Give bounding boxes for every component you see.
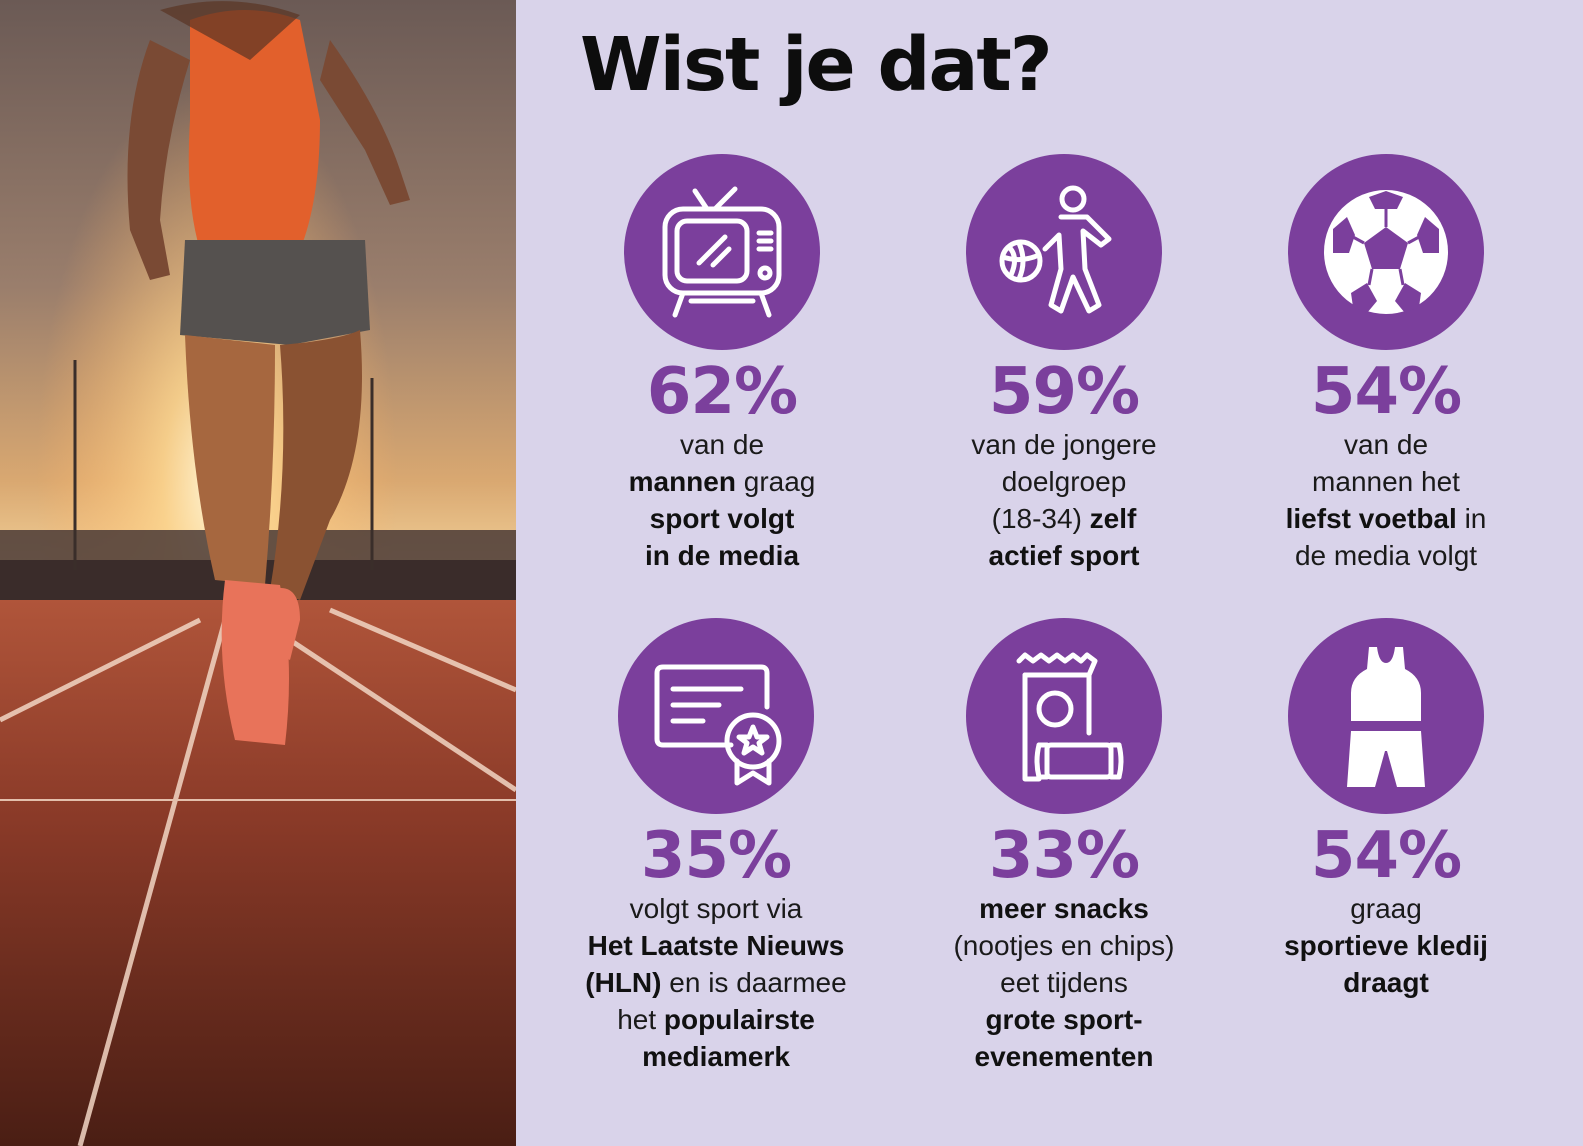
description-text: graag bbox=[735, 466, 816, 497]
stat-percentage: 54% bbox=[1310, 819, 1462, 893]
description-line: (nootjes en chips) bbox=[904, 927, 1224, 964]
description-line: de media volgt bbox=[1226, 537, 1546, 574]
runner-illustration bbox=[0, 0, 516, 1146]
description-line: het populairste bbox=[556, 1001, 876, 1038]
description-line: liefst voetbal in bbox=[1226, 500, 1546, 537]
description-line: sportieve kledij bbox=[1226, 927, 1546, 964]
highlight-text: liefst voetbal bbox=[1285, 503, 1457, 534]
description-text: van de bbox=[679, 429, 765, 460]
basketball-player-icon bbox=[999, 185, 1112, 314]
highlight-text: draagt bbox=[1343, 967, 1429, 998]
description-text: volgt sport via bbox=[629, 893, 803, 924]
stat-description: van de mannen graag sport volgt in de media bbox=[562, 426, 882, 574]
description-line: (HLN) en is daarmee bbox=[556, 964, 876, 1001]
description-line: grote sport- bbox=[904, 1001, 1224, 1038]
description-line: draagt bbox=[1226, 964, 1546, 1001]
description-text: eet tijdens bbox=[1000, 967, 1128, 998]
page-title: Wist je dat? bbox=[580, 22, 1053, 108]
icon-circle bbox=[624, 154, 820, 350]
stat-card-active-sport: 59% van de jongere doelgroep (18-34) zelf a… bbox=[904, 154, 1224, 574]
icon-circle bbox=[966, 154, 1162, 350]
highlight-text: sport volgt bbox=[649, 503, 795, 534]
stat-description: volgt sport via Het Laatste Nieuws (HLN) e… bbox=[556, 890, 876, 1075]
highlight-text: Het Laatste Nieuws bbox=[587, 930, 845, 961]
highlight-text: (HLN) bbox=[585, 967, 662, 998]
description-line: eet tijdens bbox=[904, 964, 1224, 1001]
icon-circle bbox=[966, 618, 1162, 814]
description-line: meer snacks bbox=[904, 890, 1224, 927]
stat-percentage: 54% bbox=[1310, 355, 1462, 429]
runner-photo bbox=[0, 0, 516, 1146]
description-line: (18-34) zelf bbox=[904, 500, 1224, 537]
description-text: van de bbox=[1343, 429, 1429, 460]
stat-description: graag sportieve kledij draagt bbox=[1226, 890, 1546, 1001]
stat-percentage: 35% bbox=[640, 819, 792, 893]
stat-description: meer snacks (nootjes en chips) eet tijdens… bbox=[904, 890, 1224, 1075]
highlight-text: sportieve kledij bbox=[1284, 930, 1488, 961]
description-line: doelgroep bbox=[904, 463, 1224, 500]
tv-icon bbox=[662, 186, 782, 318]
highlight-text: meer snacks bbox=[979, 893, 1149, 924]
stat-card-tv: 62% van de mannen graag sport volgt in de m… bbox=[562, 154, 882, 574]
sportswear-icon bbox=[1347, 647, 1425, 787]
stat-description: van de jongere doelgroep (18-34) zelf actie… bbox=[904, 426, 1224, 574]
description-text: (nootjes en chips) bbox=[953, 930, 1175, 961]
highlight-text: zelf bbox=[1089, 503, 1137, 534]
icon-circle bbox=[1288, 154, 1484, 350]
description-text: (18-34) bbox=[991, 503, 1090, 534]
snacks-icon bbox=[1016, 652, 1124, 782]
description-line: mediamerk bbox=[556, 1038, 876, 1075]
stat-percentage: 59% bbox=[988, 355, 1140, 429]
stat-description: van de mannen het liefst voetbal in de medi… bbox=[1226, 426, 1546, 574]
stat-card-football: 54% van de mannen het liefst voetbal in de … bbox=[1226, 154, 1546, 574]
description-line: mannen het bbox=[1226, 463, 1546, 500]
icon-circle bbox=[1288, 618, 1484, 814]
highlight-text: in de media bbox=[644, 540, 800, 571]
description-line: in de media bbox=[562, 537, 882, 574]
certificate-icon bbox=[654, 664, 782, 786]
highlight-text: grote sport- bbox=[985, 1004, 1143, 1035]
description-text: van de jongere bbox=[971, 429, 1157, 460]
description-text: graag bbox=[1350, 893, 1422, 924]
description-line: sport volgt bbox=[562, 500, 882, 537]
description-line: van de bbox=[1226, 426, 1546, 463]
description-line: volgt sport via bbox=[556, 890, 876, 927]
stat-card-hln: 35% volgt sport via Het Laatste Nieuws (HL… bbox=[556, 618, 876, 1075]
stat-percentage: 62% bbox=[646, 355, 798, 429]
description-text: het bbox=[617, 1004, 664, 1035]
description-line: graag bbox=[1226, 890, 1546, 927]
highlight-text: actief sport bbox=[988, 540, 1140, 571]
description-text: in bbox=[1456, 503, 1487, 534]
description-text: mannen het bbox=[1312, 466, 1460, 497]
soccer-ball-icon bbox=[1324, 190, 1448, 314]
highlight-text: populairste bbox=[663, 1004, 815, 1035]
description-line: evenementen bbox=[904, 1038, 1224, 1075]
description-line: van de jongere bbox=[904, 426, 1224, 463]
description-text: de media volgt bbox=[1294, 540, 1478, 571]
description-line: van de bbox=[562, 426, 882, 463]
icon-circle bbox=[618, 618, 814, 814]
highlight-text: mannen bbox=[628, 466, 736, 497]
description-text: doelgroep bbox=[1001, 466, 1127, 497]
description-line: actief sport bbox=[904, 537, 1224, 574]
highlight-text: mediamerk bbox=[642, 1041, 790, 1072]
description-line: mannen graag bbox=[562, 463, 882, 500]
stat-card-sportswear: 54% graag sportieve kledij draagt bbox=[1226, 618, 1546, 1001]
description-text: en is daarmee bbox=[661, 967, 847, 998]
highlight-text: evenementen bbox=[974, 1041, 1154, 1072]
facts-panel: Wist je dat? 62% van de mannen graag sport… bbox=[516, 0, 1583, 1146]
description-line: Het Laatste Nieuws bbox=[556, 927, 876, 964]
stat-card-snacks: 33% meer snacks (nootjes en chips) eet tij… bbox=[904, 618, 1224, 1075]
stat-percentage: 33% bbox=[988, 819, 1140, 893]
